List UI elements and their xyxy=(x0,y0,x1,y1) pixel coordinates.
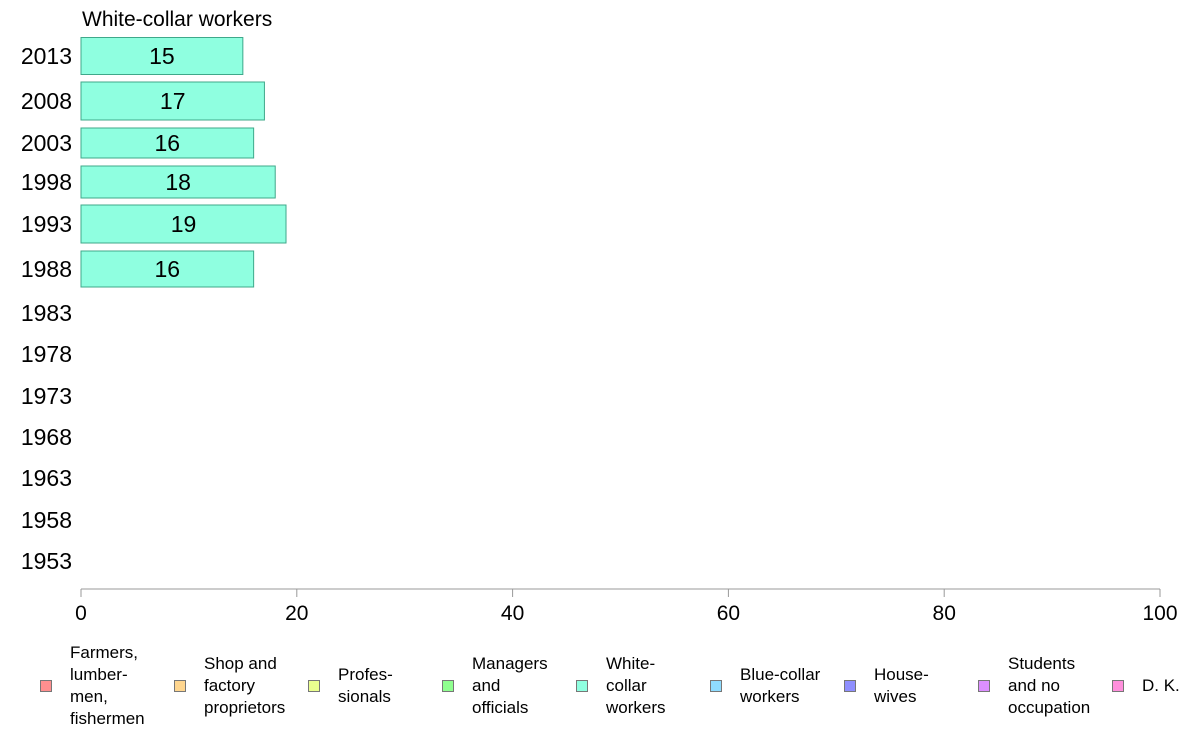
x-tick-label: 80 xyxy=(933,602,956,625)
bar-chart: White-collar workers 2013 15 2008 17 2003 16 1… xyxy=(21,8,1178,625)
x-tick-label: 20 xyxy=(285,602,308,625)
y-tick-label: 1963 xyxy=(21,465,72,491)
x-tick-label: 40 xyxy=(501,602,524,625)
legend-label: Farmers, lumber- men, fishermen xyxy=(70,643,145,728)
legend-item: Shop and factory proprietors xyxy=(174,644,285,728)
legend-swatch xyxy=(174,680,186,692)
legend-label: D. K. xyxy=(1142,676,1180,695)
legend: Farmers, lumber- men, fishermen Shop and … xyxy=(0,643,1188,728)
bar-value-label: 19 xyxy=(171,211,197,237)
bar xyxy=(80,37,244,75)
y-tick-label: 1968 xyxy=(21,424,72,450)
legend-item: D. K. xyxy=(1112,644,1180,728)
legend-swatch xyxy=(576,680,588,692)
x-tick-label: 0 xyxy=(75,602,87,625)
bar xyxy=(80,250,255,288)
bar xyxy=(80,165,276,199)
legend-label: Shop and factory proprietors xyxy=(204,654,286,717)
bar-value-label: 16 xyxy=(155,130,181,156)
y-tick-label: 1998 xyxy=(21,169,72,195)
legend-swatch xyxy=(1112,680,1124,692)
bar xyxy=(80,204,287,244)
y-tick-label: 2003 xyxy=(21,130,72,156)
y-tick-label: 1983 xyxy=(21,300,72,326)
y-tick-label: 1988 xyxy=(21,256,72,282)
bar-value-label: 17 xyxy=(160,88,186,114)
legend-swatch xyxy=(710,680,722,692)
legend-label: Blue-collar workers xyxy=(740,665,821,706)
legend-item: Profes- sionals xyxy=(308,644,393,728)
bar-value-label: 15 xyxy=(149,43,175,69)
legend-item: Farmers, lumber- men, fishermen xyxy=(40,643,145,728)
legend-swatch xyxy=(844,680,856,692)
legend-item: White- collar workers xyxy=(576,644,666,728)
x-tick-label: 60 xyxy=(717,602,740,625)
y-tick-label: 1958 xyxy=(21,507,72,533)
legend-item: Managers and officials xyxy=(442,644,548,728)
legend-swatch xyxy=(442,680,454,692)
bar-value-label: 16 xyxy=(155,256,181,282)
y-tick-label: 2013 xyxy=(21,43,72,69)
legend-label: White- collar workers xyxy=(606,654,666,717)
y-tick-label: 1953 xyxy=(21,548,72,574)
legend-swatch xyxy=(978,680,990,692)
legend-label: Students and no occupation xyxy=(1008,654,1091,717)
bar-rows: 2013 15 2008 17 2003 16 1998 18 1993 19 1988 16 1983… xyxy=(21,37,287,574)
y-tick-label: 1973 xyxy=(21,383,72,409)
y-tick-label: 1978 xyxy=(21,341,72,367)
x-axis-ticks: 0 20 40 60 80 100 xyxy=(75,589,1178,625)
legend-label: House- wives xyxy=(874,665,929,706)
y-tick-label: 2008 xyxy=(21,88,72,114)
legend-label: Managers and officials xyxy=(472,654,548,717)
chart-title: White-collar workers xyxy=(82,8,272,31)
legend-label: Profes- sionals xyxy=(338,665,393,706)
legend-swatch xyxy=(40,680,52,692)
legend-item: Students and no occupation xyxy=(978,644,1090,728)
legend-item: House- wives xyxy=(844,644,929,728)
bar-value-label: 18 xyxy=(165,169,191,195)
legend-item: Blue-collar workers xyxy=(710,644,820,728)
bar xyxy=(80,81,265,121)
x-tick-label: 100 xyxy=(1142,602,1177,625)
y-tick-label: 1993 xyxy=(21,211,72,237)
legend-swatch xyxy=(308,680,320,692)
bar xyxy=(80,127,255,159)
